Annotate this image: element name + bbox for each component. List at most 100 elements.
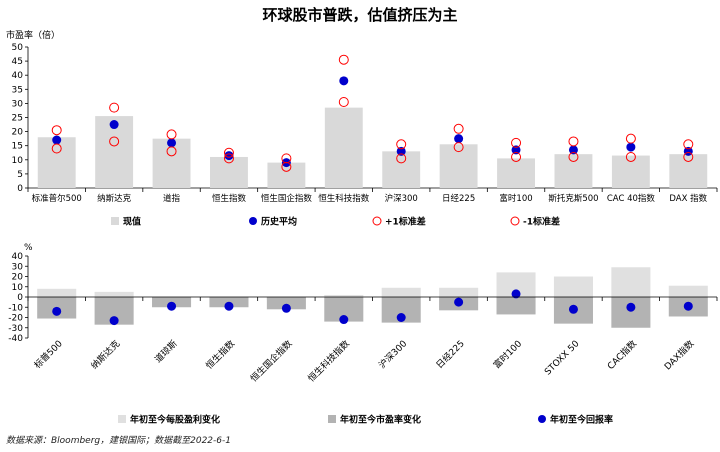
ring-plus-1-sd (511, 137, 522, 148)
legend-label-2: 年初至今回报率 (550, 414, 613, 426)
legend-swatch-sd (372, 216, 382, 226)
dot-ytd-return (626, 302, 636, 312)
y-tick-label: 15 (12, 142, 23, 152)
bar-eps-change (152, 297, 192, 301)
y-tick-label-2: 0 (17, 293, 23, 303)
legend-swatch-current (111, 217, 119, 225)
bar-current-pe (324, 107, 363, 188)
legend-swatch-bar-2 (118, 415, 126, 423)
dot-ytd-return (396, 313, 406, 322)
y-tick-label-2: 10 (12, 283, 24, 293)
bar-pe-change (553, 297, 593, 324)
bar-current-pe (37, 137, 76, 188)
bar-pe-change (37, 297, 77, 319)
bar-pe-change (496, 297, 536, 315)
dot-ytd-return (454, 297, 464, 307)
x-tick-label-2: 道琼斯 (152, 338, 180, 366)
y-tick-label: 40 (12, 71, 24, 81)
bar-eps-change (324, 294, 364, 297)
y-tick-label-2: 20 (12, 273, 24, 283)
ring-minus-1-sd (281, 161, 292, 172)
dot-ytd-return (167, 301, 177, 311)
ring-plus-1-sd (223, 147, 234, 158)
y-tick-label: 10 (12, 156, 24, 166)
ring-minus-1-sd (396, 153, 407, 164)
ring-plus-1-sd (281, 153, 292, 164)
x-tick-label-2: 恒生指数 (203, 338, 237, 372)
dot-historical-average (224, 151, 234, 161)
x-tick-label: 日经225 (442, 193, 475, 204)
x-tick-label-2: 恒生科技指数 (305, 338, 352, 385)
dot-historical-average (339, 76, 349, 86)
legend-label-2: 年初至今每股盈利变化 (130, 414, 220, 426)
ring-plus-1-sd (51, 125, 62, 136)
bar-eps-change (37, 288, 77, 297)
bar-eps-change (439, 287, 479, 297)
ring-minus-1-sd (166, 146, 177, 157)
ring-minus-1-sd (568, 151, 579, 162)
ring-plus-1-sd (109, 102, 120, 113)
x-tick-label: DAX 指数 (669, 193, 707, 204)
bar-pe-change (266, 297, 306, 310)
ring-minus-1-sd (338, 96, 349, 107)
dot-ytd-return (109, 316, 119, 326)
ring-plus-1-sd (396, 139, 407, 150)
ring-minus-1-sd (511, 151, 522, 162)
y-tick-label-2: -10 (8, 303, 23, 313)
pe-ratio-chart: 市盈率（倍） 0 5 10 15 20 25 30 35 40 45 50 标准普尔500 纳斯达克 道指 恒… (6, 29, 718, 228)
legend-label-2: 年初至今市盈率变化 (340, 414, 421, 426)
bar-pe-change (209, 297, 249, 308)
dot-ytd-return (568, 304, 578, 314)
y-tick-label-2: -40 (8, 334, 23, 344)
ring-plus-1-sd (683, 139, 694, 150)
dot-ytd-return (683, 301, 693, 311)
y-tick-label-2: -20 (8, 314, 23, 324)
bar-current-pe (210, 156, 248, 188)
bar-eps-change (94, 291, 134, 297)
dot-ytd-return (339, 315, 349, 325)
dot-ytd-return (511, 289, 521, 299)
bar-current-pe (611, 155, 650, 188)
y-tick-label: 20 (12, 128, 24, 138)
y-tick-label: 35 (12, 85, 23, 95)
ring-minus-1-sd (51, 143, 62, 154)
dot-historical-average (52, 135, 62, 145)
ring-minus-1-sd (453, 142, 464, 153)
bar-pe-change (439, 297, 479, 311)
x-tick-label: 恒生科技指数 (318, 193, 370, 204)
x-tick-label: 标准普尔500 (32, 193, 82, 204)
bar-current-pe (439, 144, 478, 188)
y-tick-label: 30 (12, 99, 24, 109)
bar-pe-change (152, 297, 192, 308)
y-tick-label: 50 (12, 43, 24, 53)
dot-historical-average (167, 138, 177, 148)
dot-historical-average (109, 120, 119, 130)
legend-label: -1标准差 (523, 216, 560, 228)
bar-eps-change (496, 272, 536, 297)
x-tick-label-2: 沪深300 (376, 337, 410, 371)
x-tick-label: 恒生指数 (212, 193, 247, 204)
legend-swatch-dot-2 (538, 415, 546, 423)
legend-swatch-sd (510, 216, 520, 226)
x-tick-label-2: STOXX 50 (543, 339, 582, 378)
bar-pe-change (611, 297, 651, 328)
dot-historical-average (568, 145, 578, 155)
bar-pe-change (94, 297, 134, 325)
x-tick-label-2: DAX指数 (662, 338, 697, 373)
dot-ytd-return (281, 303, 291, 313)
x-tick-label-2: 标普500 (31, 337, 65, 371)
legend-swatch-bar-2 (328, 415, 336, 423)
y-tick-label-2: -30 (8, 324, 23, 334)
y-tick-label-2: 40 (12, 252, 24, 262)
dot-historical-average (626, 142, 636, 152)
y-tick-label-2: 30 (12, 262, 24, 272)
dot-historical-average (454, 134, 464, 144)
bar-current-pe (669, 154, 708, 188)
ring-plus-1-sd (625, 133, 636, 144)
y-tick-label: 25 (12, 114, 23, 124)
x-tick-label: 恒生国企指数 (261, 193, 313, 204)
ring-plus-1-sd (338, 54, 349, 65)
y-axis-title: 市盈率（倍） (6, 29, 60, 41)
y-tick-label: 5 (17, 170, 23, 180)
ring-minus-1-sd (625, 151, 636, 162)
